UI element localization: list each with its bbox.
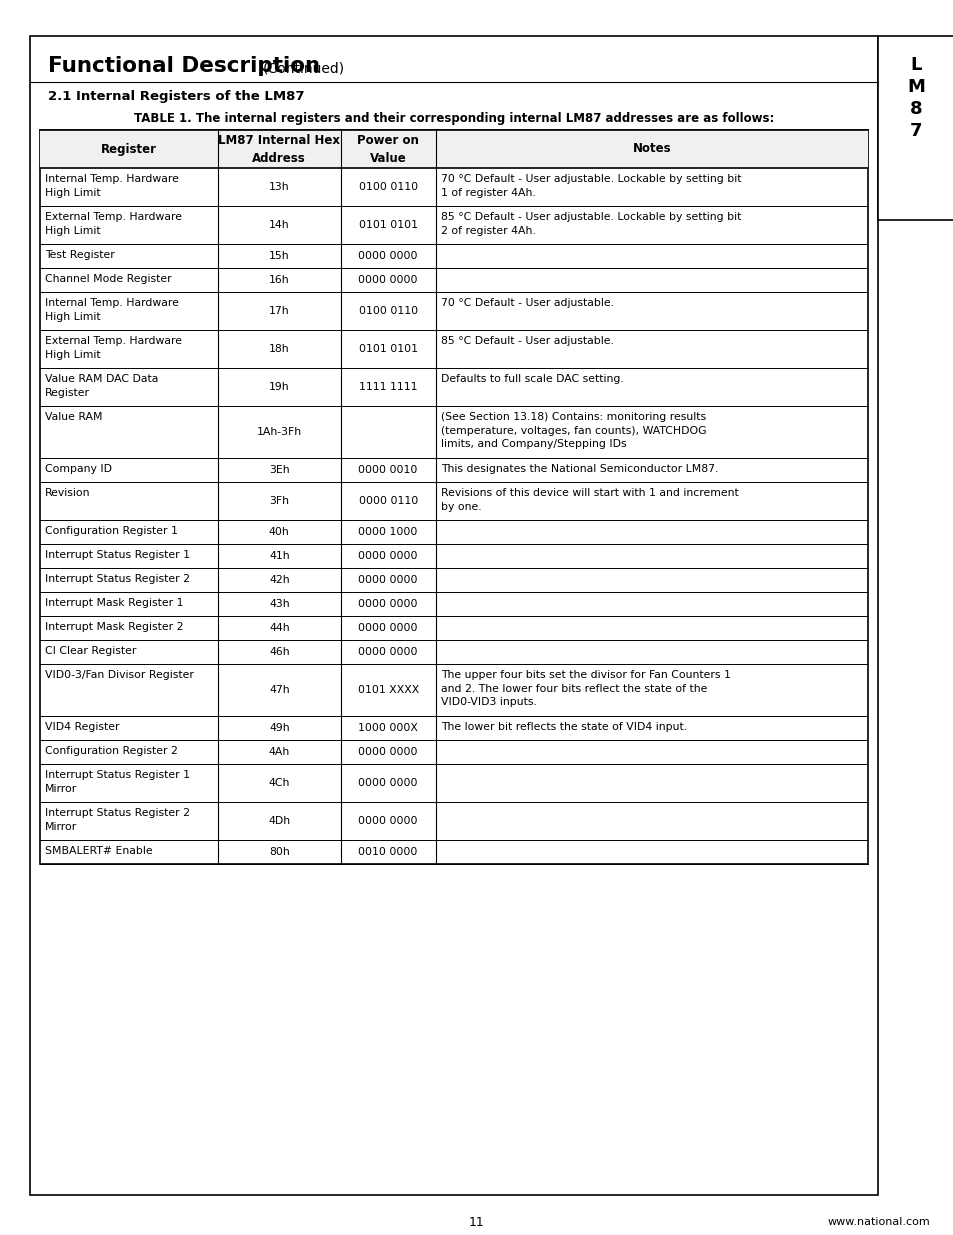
Text: 0000 0000: 0000 0000 [358,747,417,757]
Text: 4Dh: 4Dh [268,816,290,826]
Text: 19h: 19h [269,382,290,391]
Text: Revision: Revision [45,488,91,498]
Text: 0000 0000: 0000 0000 [358,647,417,657]
Text: Interrupt Status Register 1
Mirror: Interrupt Status Register 1 Mirror [45,769,190,794]
Text: 3Eh: 3Eh [269,466,290,475]
Text: The lower bit reflects the state of VID4 input.: The lower bit reflects the state of VID4… [440,722,686,732]
Bar [877,36,953,220]
Text: Configuration Register 1: Configuration Register 1 [45,526,177,536]
Text: 13h: 13h [269,182,290,191]
Text: 0000 0000: 0000 0000 [358,551,417,561]
Text: 42h: 42h [269,576,290,585]
Text: 3Fh: 3Fh [269,496,289,506]
Text: 2.1 Internal Registers of the LM87: 2.1 Internal Registers of the LM87 [48,90,304,103]
Text: Interrupt Status Register 2
Mirror: Interrupt Status Register 2 Mirror [45,808,190,831]
Text: M: M [906,78,924,96]
Text: 18h: 18h [269,345,290,354]
Text: 0101 0101: 0101 0101 [358,220,417,230]
Text: 11: 11 [469,1215,484,1229]
Text: 0000 1000: 0000 1000 [358,527,417,537]
Text: VID0-3/Fan Divisor Register: VID0-3/Fan Divisor Register [45,671,193,680]
Text: Interrupt Status Register 1: Interrupt Status Register 1 [45,550,190,559]
Text: 80h: 80h [269,847,290,857]
Text: Power on
Value: Power on Value [356,133,418,164]
Text: 70 °C Default - User adjustable.: 70 °C Default - User adjustable. [440,298,613,308]
Text: Functional Description: Functional Description [48,56,320,77]
Text: External Temp. Hardware
High Limit: External Temp. Hardware High Limit [45,212,182,236]
Text: 17h: 17h [269,306,290,316]
Text: Value RAM DAC Data
Register: Value RAM DAC Data Register [45,374,158,398]
Text: Interrupt Mask Register 2: Interrupt Mask Register 2 [45,622,183,632]
Text: VID4 Register: VID4 Register [45,722,119,732]
Text: Interrupt Status Register 2: Interrupt Status Register 2 [45,574,190,584]
Text: 85 °C Default - User adjustable.: 85 °C Default - User adjustable. [440,336,613,346]
Text: (See Section 13.18) Contains: monitoring results
(temperature, voltages, fan cou: (See Section 13.18) Contains: monitoring… [440,412,705,450]
Text: 0000 0000: 0000 0000 [358,251,417,261]
Text: 4Ch: 4Ch [269,778,290,788]
Text: 47h: 47h [269,685,290,695]
Text: This designates the National Semiconductor LM87.: This designates the National Semiconduct… [440,464,718,474]
Text: 70 °C Default - User adjustable. Lockable by setting bit
1 of register 4Ah.: 70 °C Default - User adjustable. Lockabl… [440,174,740,198]
Text: Interrupt Mask Register 1: Interrupt Mask Register 1 [45,598,183,608]
Text: Defaults to full scale DAC setting.: Defaults to full scale DAC setting. [440,374,623,384]
Text: 15h: 15h [269,251,290,261]
Text: 0000 0000: 0000 0000 [358,622,417,634]
Text: CI Clear Register: CI Clear Register [45,646,136,656]
Text: Internal Temp. Hardware
High Limit: Internal Temp. Hardware High Limit [45,298,179,321]
Text: Configuration Register 2: Configuration Register 2 [45,746,177,756]
Text: LM87 Internal Hex
Address: LM87 Internal Hex Address [218,133,340,164]
Text: Notes: Notes [632,142,671,156]
Text: 49h: 49h [269,722,290,734]
Bar [30,36,877,1195]
Bar [40,130,867,168]
Text: 16h: 16h [269,275,290,285]
Text: 43h: 43h [269,599,290,609]
Text: 4Ah: 4Ah [269,747,290,757]
Text: 44h: 44h [269,622,290,634]
Text: 41h: 41h [269,551,290,561]
Bar [40,130,867,864]
Text: 7: 7 [909,122,922,140]
Text: 0000 0000: 0000 0000 [358,275,417,285]
Text: 0000 0010: 0000 0010 [358,466,417,475]
Text: 0100 0110: 0100 0110 [358,182,417,191]
Text: 0100 0110: 0100 0110 [358,306,417,316]
Text: 0000 0000: 0000 0000 [358,816,417,826]
Text: Internal Temp. Hardware
High Limit: Internal Temp. Hardware High Limit [45,174,179,198]
Text: 1Ah-3Fh: 1Ah-3Fh [256,427,301,437]
Text: Revisions of this device will start with 1 and increment
by one.: Revisions of this device will start with… [440,488,738,511]
Text: 0010 0000: 0010 0000 [358,847,417,857]
Text: 1111 1111: 1111 1111 [358,382,417,391]
Text: 8: 8 [909,100,922,119]
Text: 0101 0101: 0101 0101 [358,345,417,354]
Text: External Temp. Hardware
High Limit: External Temp. Hardware High Limit [45,336,182,359]
Text: L: L [909,56,921,74]
Text: Register: Register [101,142,157,156]
Text: Test Register: Test Register [45,249,114,261]
Text: Company ID: Company ID [45,464,112,474]
Text: 85 °C Default - User adjustable. Lockable by setting bit
2 of register 4Ah.: 85 °C Default - User adjustable. Lockabl… [440,212,740,236]
Text: 0000 0110: 0000 0110 [358,496,417,506]
Text: (Continued): (Continued) [263,61,345,75]
Text: SMBALERT# Enable: SMBALERT# Enable [45,846,152,856]
Text: 0101 XXXX: 0101 XXXX [357,685,418,695]
Text: 14h: 14h [269,220,290,230]
Text: 0000 0000: 0000 0000 [358,778,417,788]
Text: 0000 0000: 0000 0000 [358,576,417,585]
Text: 1000 000X: 1000 000X [358,722,417,734]
Text: TABLE 1. The internal registers and their corresponding internal LM87 addresses : TABLE 1. The internal registers and thei… [133,112,774,125]
Text: The upper four bits set the divisor for Fan Counters 1
and 2. The lower four bit: The upper four bits set the divisor for … [440,671,730,708]
Text: Channel Mode Register: Channel Mode Register [45,274,172,284]
Text: 46h: 46h [269,647,290,657]
Text: 40h: 40h [269,527,290,537]
Text: www.national.com: www.national.com [826,1216,929,1228]
Text: Value RAM: Value RAM [45,412,102,422]
Text: 0000 0000: 0000 0000 [358,599,417,609]
